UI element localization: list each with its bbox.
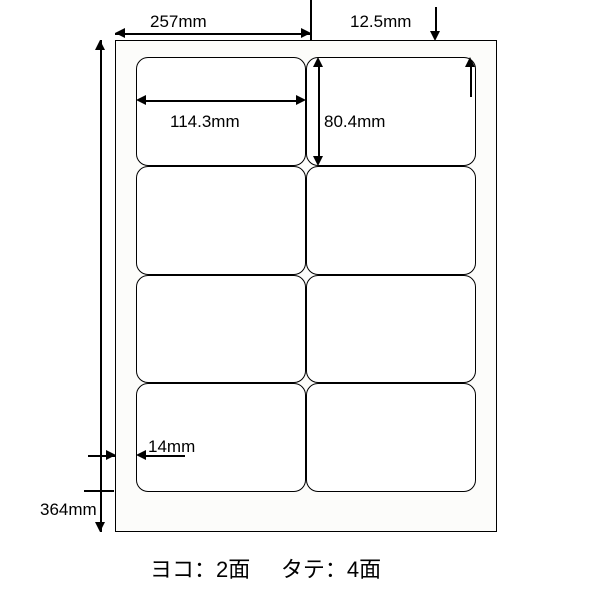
dim-line-sheet-height bbox=[100, 40, 102, 532]
caption-horizontal-value: 2面 bbox=[216, 557, 250, 582]
arrowhead-icon bbox=[106, 450, 116, 460]
caption: ヨコ：2面 タテ：4面 bbox=[150, 552, 381, 584]
arrowhead-icon bbox=[296, 95, 306, 105]
dim-line-cell-width bbox=[145, 100, 300, 102]
caption-horizontal-label: ヨコ： bbox=[150, 557, 216, 582]
extension-tick bbox=[310, 0, 312, 40]
label-cell bbox=[136, 166, 306, 275]
dim-left-margin: 14mm bbox=[148, 437, 195, 457]
arrowhead-icon bbox=[95, 522, 105, 532]
label-cell bbox=[306, 275, 476, 384]
arrowhead-icon bbox=[430, 31, 440, 41]
caption-vertical-label: タテ： bbox=[281, 557, 347, 582]
arrowhead-icon bbox=[313, 57, 323, 67]
dim-line-sheet-width bbox=[115, 33, 311, 35]
dim-cell-height: 80.4mm bbox=[324, 112, 385, 132]
dim-sheet-height: 364mm bbox=[40, 500, 97, 520]
diagram-canvas: 257mm 12.5mm 114.3mm 80.4mm 14mm 364mm ヨ… bbox=[0, 0, 600, 600]
arrowhead-icon bbox=[136, 450, 146, 460]
arrowhead-icon bbox=[95, 40, 105, 50]
label-cell bbox=[306, 383, 476, 492]
arrowhead-icon bbox=[313, 156, 323, 166]
label-cell bbox=[306, 166, 476, 275]
dim-top-margin: 12.5mm bbox=[350, 12, 411, 32]
dim-line-cell-height bbox=[318, 66, 320, 158]
dim-cell-width: 114.3mm bbox=[170, 112, 240, 132]
dim-line-top-margin-inner bbox=[470, 67, 472, 97]
arrowhead-icon bbox=[465, 57, 475, 67]
dim-sheet-width: 257mm bbox=[150, 12, 207, 32]
label-cell bbox=[136, 275, 306, 384]
arrowhead-icon bbox=[136, 95, 146, 105]
caption-vertical-value: 4面 bbox=[347, 557, 381, 582]
arrowhead-icon bbox=[115, 28, 125, 38]
extension-tick bbox=[84, 490, 114, 492]
